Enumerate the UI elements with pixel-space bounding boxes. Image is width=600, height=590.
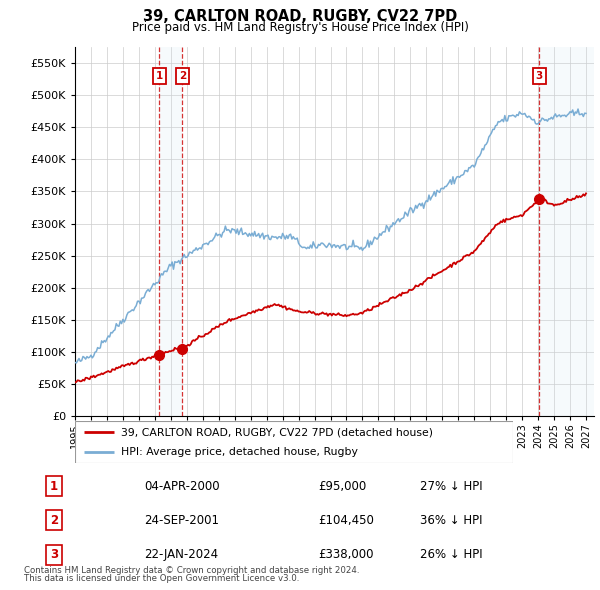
Text: 39, CARLTON ROAD, RUGBY, CV22 7PD: 39, CARLTON ROAD, RUGBY, CV22 7PD	[143, 9, 457, 24]
Text: 22-JAN-2024: 22-JAN-2024	[144, 548, 218, 561]
Text: £338,000: £338,000	[318, 548, 373, 561]
Bar	[159, 47, 182, 416]
Text: 3: 3	[50, 548, 58, 561]
Text: 1: 1	[50, 480, 58, 493]
Text: 26% ↓ HPI: 26% ↓ HPI	[420, 548, 482, 561]
Text: 36% ↓ HPI: 36% ↓ HPI	[420, 514, 482, 527]
Text: 27% ↓ HPI: 27% ↓ HPI	[420, 480, 482, 493]
Text: Price paid vs. HM Land Registry's House Price Index (HPI): Price paid vs. HM Land Registry's House …	[131, 21, 469, 34]
Text: 39, CARLTON ROAD, RUGBY, CV22 7PD (detached house): 39, CARLTON ROAD, RUGBY, CV22 7PD (detac…	[121, 427, 433, 437]
Text: 3: 3	[535, 71, 542, 81]
Text: Contains HM Land Registry data © Crown copyright and database right 2024.: Contains HM Land Registry data © Crown c…	[24, 566, 359, 575]
Text: This data is licensed under the Open Government Licence v3.0.: This data is licensed under the Open Gov…	[24, 574, 299, 583]
Text: HPI: Average price, detached house, Rugby: HPI: Average price, detached house, Rugb…	[121, 447, 358, 457]
Text: 1: 1	[155, 71, 163, 81]
Text: 24-SEP-2001: 24-SEP-2001	[144, 514, 219, 527]
Text: £104,450: £104,450	[318, 514, 374, 527]
Text: 2: 2	[179, 71, 186, 81]
Text: 2: 2	[50, 514, 58, 527]
Text: 04-APR-2000: 04-APR-2000	[144, 480, 220, 493]
Text: £95,000: £95,000	[318, 480, 366, 493]
Bar	[539, 47, 594, 416]
